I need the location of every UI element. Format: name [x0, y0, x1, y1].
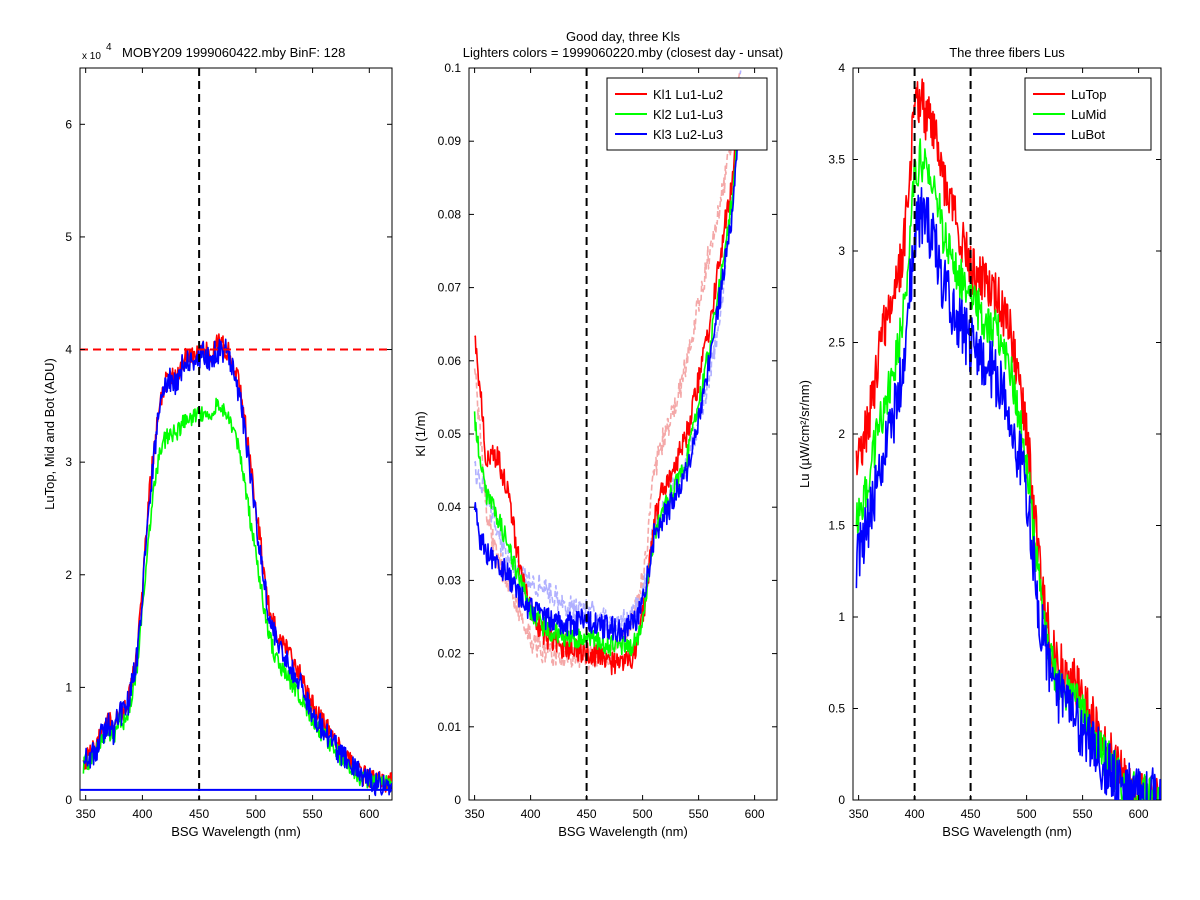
x-tick-label: 550 [1073, 807, 1093, 821]
plot-area [855, 68, 1161, 800]
plot-area [473, 68, 742, 800]
y-tick-label: 2 [838, 427, 845, 441]
chart-title-line-1: Good day, three Kls [566, 29, 680, 44]
chart-1: 350 400 450 500 550 600 0 1 2 3 4 5 6 BSG Wavelength … [42, 42, 393, 839]
chart-title: The three fibers Lus [949, 45, 1065, 60]
y-tick-label: 0.1 [444, 61, 461, 75]
y-tick-label: 0 [838, 793, 845, 807]
y-tick-label: 1.5 [828, 519, 845, 533]
axis-multiplier: x 10 [82, 51, 101, 62]
chart-title-line-2: Lighters colors = 1999060220.mby (closes… [463, 45, 783, 60]
x-tick-label: 550 [689, 807, 709, 821]
axis-multiplier-exponent: 4 [106, 42, 112, 53]
x-tick-label: 400 [132, 807, 152, 821]
y-tick-label: 0.07 [438, 281, 462, 295]
y-tick-label: 2.5 [828, 336, 845, 350]
x-tick-label: 600 [359, 807, 379, 821]
y-tick-label: 0 [65, 793, 72, 807]
legend-label: Kl3 Lu2-Lu3 [653, 127, 723, 142]
series-line-3 [83, 338, 392, 797]
y-tick-label: 0.06 [438, 354, 462, 368]
chart-3: 350 400 450 500 550 600 0 0.5 1 1.5 2 2.5 3 3.5 4 BSG W… [797, 45, 1162, 839]
legend-label: LuBot [1071, 127, 1105, 142]
x-tick-label: 500 [246, 807, 266, 821]
y-tick-label: 4 [65, 343, 72, 357]
y-tick-label: 4 [838, 61, 845, 75]
y-axis-label: Lu (µW/cm²/sr/nm) [797, 380, 812, 488]
x-tick-label: 450 [961, 807, 981, 821]
y-tick-label: 6 [65, 117, 72, 131]
y-tick-label: 0.03 [438, 573, 462, 587]
y-tick-label: 3.5 [828, 153, 845, 167]
x-axis-label: BSG Wavelength (nm) [171, 824, 301, 839]
x-tick-label: 350 [76, 807, 96, 821]
legend: Kl1 Lu1-Lu2 Kl2 Lu1-Lu3 Kl3 Lu2-Lu3 [606, 77, 768, 151]
plot-area [80, 68, 392, 800]
y-tick-label: 1 [65, 680, 72, 694]
chart-title: MOBY209 1999060422.mby BinF: 128 [122, 45, 345, 60]
plot-frame [468, 67, 778, 801]
x-tick-label: 350 [465, 807, 485, 821]
x-axis-label: BSG Wavelength (nm) [558, 824, 688, 839]
y-tick-label: 0.09 [438, 134, 462, 148]
y-tick-label: 3 [65, 455, 72, 469]
legend-label: LuTop [1071, 87, 1106, 102]
chart-2: 350 400 450 500 550 600 0 0.01 0.02 0.03 0.04 0.05 0… [413, 29, 783, 839]
y-tick-label: 0.02 [438, 647, 462, 661]
x-tick-label: 600 [1129, 807, 1149, 821]
x-tick-label: 400 [521, 807, 541, 821]
x-axis-label: BSG Wavelength (nm) [942, 824, 1072, 839]
y-tick-label: 0.5 [828, 702, 845, 716]
y-axis-label: LuTop, Mid and Bot (ADU) [42, 358, 57, 510]
x-tick-label: 550 [303, 807, 323, 821]
y-tick-label: 0.04 [438, 500, 462, 514]
series-line-3 [855, 187, 1161, 800]
series-line-1 [473, 72, 742, 671]
y-axis-label: Kl (1/m) [413, 411, 428, 457]
x-tick-label: 500 [1017, 807, 1037, 821]
series-line-5 [473, 88, 742, 643]
y-tick-label: 0.01 [438, 720, 462, 734]
legend: LuTop LuMid LuBot [1024, 77, 1152, 151]
x-tick-label: 450 [577, 807, 597, 821]
x-tick-label: 350 [849, 807, 869, 821]
y-tick-label: 0.05 [438, 427, 462, 441]
series-line-2 [82, 397, 392, 792]
y-tick-label: 3 [838, 244, 845, 258]
legend-label: Kl2 Lu1-Lu3 [653, 107, 723, 122]
y-tick-label: 0 [454, 793, 461, 807]
x-tick-label: 450 [189, 807, 209, 821]
legend-label: Kl1 Lu1-Lu2 [653, 87, 723, 102]
y-tick-label: 5 [65, 230, 72, 244]
x-tick-label: 600 [745, 807, 765, 821]
y-tick-label: 1 [838, 610, 845, 624]
x-tick-label: 400 [905, 807, 925, 821]
y-tick-label: 0.08 [438, 207, 462, 221]
plot-frame [852, 67, 1162, 801]
y-tick-label: 2 [65, 568, 72, 582]
legend-label: LuMid [1071, 107, 1106, 122]
x-tick-label: 500 [633, 807, 653, 821]
